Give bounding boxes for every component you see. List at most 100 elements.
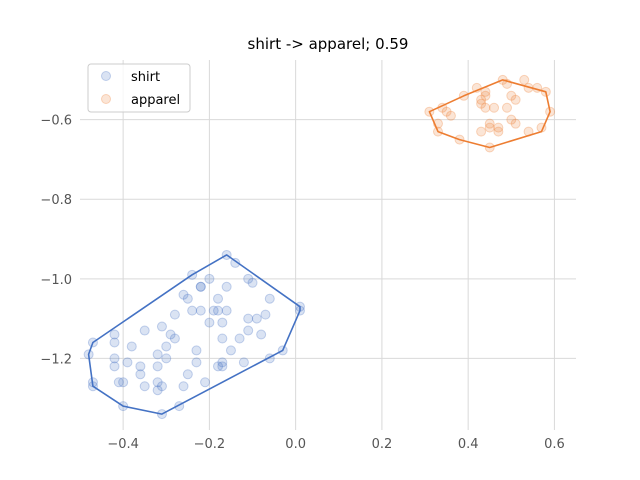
shirt-point — [178, 381, 189, 392]
apparel-point — [519, 74, 530, 85]
apparel-point — [476, 94, 487, 105]
shirt-point — [217, 361, 228, 372]
shirt-point — [195, 281, 206, 292]
shirt-point — [161, 341, 172, 352]
y-tick-label: −0.8 — [40, 193, 72, 208]
apparel-point — [506, 90, 517, 101]
shirt-point — [204, 317, 215, 328]
shirt-point — [243, 325, 254, 336]
shirt-point — [182, 293, 193, 304]
apparel-point — [506, 114, 517, 125]
legend-box — [87, 63, 191, 113]
shirt-point — [187, 305, 198, 316]
shirt-point — [169, 333, 180, 344]
shirt-point — [152, 377, 163, 388]
apparel-point — [480, 102, 491, 113]
x-tick-label: 0.2 — [372, 437, 393, 452]
apparel-point — [476, 126, 487, 137]
shirt-point — [152, 349, 163, 360]
legend: shirt apparel — [87, 63, 191, 113]
apparel-point — [484, 118, 495, 129]
shirt-point — [195, 305, 206, 316]
shirt-point — [113, 377, 124, 388]
apparel-hull — [428, 79, 551, 149]
shirt-point — [109, 361, 120, 372]
shirt-point — [208, 305, 219, 316]
shirt-point — [251, 313, 262, 324]
shirt-point — [217, 333, 228, 344]
shirt-point — [243, 273, 254, 284]
shirt-point — [161, 353, 172, 364]
legend-label-apparel: apparel — [131, 93, 180, 108]
legend-marker-apparel — [101, 94, 111, 104]
shirt-point — [178, 289, 189, 300]
x-tick-label: 0.0 — [285, 437, 306, 452]
apparel-point — [501, 102, 512, 113]
shirt-point — [247, 277, 258, 288]
shirt-point — [139, 325, 150, 336]
shirt-point — [169, 309, 180, 320]
x-tick-label: −0.2 — [194, 437, 226, 452]
apparel-point — [445, 110, 456, 121]
y-axis-ticks: −1.2 −1.0 −0.8 −0.6 — [40, 114, 72, 368]
scatter-points — [83, 74, 556, 420]
shirt-point — [225, 345, 236, 356]
shirt-point — [238, 357, 249, 368]
shirt-point — [126, 341, 137, 352]
apparel-point — [510, 118, 521, 129]
shirt-point — [213, 361, 224, 372]
shirt-point — [195, 281, 206, 292]
x-tick-label: −0.4 — [107, 437, 139, 452]
shirt-point — [200, 377, 211, 388]
shirt-point — [221, 305, 232, 316]
apparel-point — [510, 94, 521, 105]
shirt-point — [139, 381, 150, 392]
shirt-point — [256, 329, 267, 340]
shirt-point — [230, 257, 241, 268]
shirt-point — [152, 385, 163, 396]
shirt-point — [213, 305, 224, 316]
shirt-point — [260, 309, 271, 320]
shirt-point — [109, 329, 120, 340]
apparel-point — [476, 98, 487, 109]
shirt-point — [135, 369, 146, 380]
shirt-point — [152, 361, 163, 372]
shirt-point — [118, 377, 129, 388]
shirt-point — [122, 357, 133, 368]
shirt-point — [165, 329, 176, 340]
convex-hulls — [87, 79, 551, 415]
shirt-hull — [87, 254, 301, 415]
shirt-point — [264, 293, 275, 304]
shirt-point — [109, 337, 120, 348]
shirt-point — [217, 317, 228, 328]
shirt-point — [217, 357, 228, 368]
y-tick-label: −1.2 — [40, 352, 72, 367]
legend-label-shirt: shirt — [131, 70, 160, 85]
shirt-point — [182, 369, 193, 380]
apparel-point — [484, 122, 495, 133]
apparel-point — [489, 102, 500, 113]
shirt-point — [191, 357, 202, 368]
legend-marker-shirt — [101, 71, 111, 81]
apparel-point — [493, 126, 504, 137]
shirt-point — [156, 321, 167, 332]
x-tick-label: 0.6 — [544, 437, 565, 452]
x-tick-label: 0.4 — [458, 437, 479, 452]
chart-title: shirt -> apparel; 0.59 — [248, 35, 409, 53]
shirt-point — [135, 361, 146, 372]
shirt-point — [213, 293, 224, 304]
shirt-point — [204, 273, 215, 284]
apparel-point — [493, 122, 504, 133]
x-axis-ticks: −0.4 −0.2 0.0 0.2 0.4 0.6 — [107, 437, 564, 452]
shirt-point — [243, 313, 254, 324]
apparel-point — [480, 90, 491, 101]
shirt-point — [234, 333, 245, 344]
grid — [80, 60, 576, 430]
apparel-point — [441, 106, 452, 117]
shirt-point — [109, 353, 120, 364]
shirt-point — [191, 345, 202, 356]
y-tick-label: −1.0 — [40, 273, 72, 288]
shirt-point — [221, 281, 232, 292]
shirt-point — [156, 381, 167, 392]
